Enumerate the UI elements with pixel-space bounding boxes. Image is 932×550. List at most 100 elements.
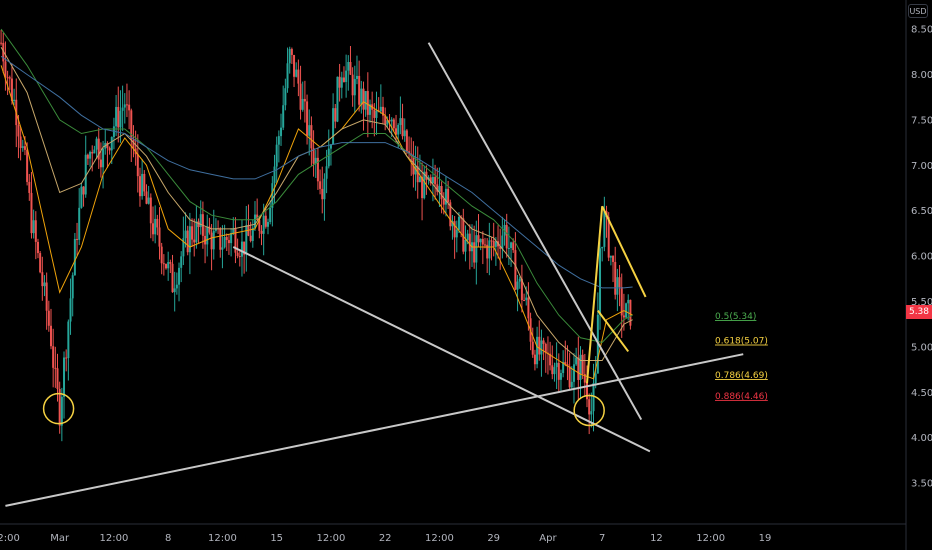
- candle-body: [416, 166, 419, 183]
- candle-body: [570, 381, 573, 388]
- candle-body: [206, 226, 209, 245]
- candle-body: [236, 252, 239, 256]
- candle-body: [160, 246, 163, 264]
- candle-body: [23, 146, 26, 150]
- candle-body: [310, 125, 313, 149]
- candle-body: [475, 235, 478, 263]
- candle-body: [297, 69, 300, 84]
- candle-body: [431, 177, 434, 183]
- bottom-circle: [573, 394, 605, 427]
- candle-body: [551, 365, 554, 375]
- candle-body: [303, 98, 306, 102]
- candle-body: [158, 227, 161, 247]
- candle-body: [464, 239, 467, 252]
- candle-body: [256, 214, 259, 221]
- candle-body: [321, 188, 324, 200]
- candle-body: [399, 118, 402, 125]
- candle-body: [223, 237, 226, 248]
- candle-body: [243, 241, 246, 255]
- time-tick-label: 12:00: [696, 533, 725, 544]
- candle-body: [345, 70, 348, 82]
- candle-body: [56, 368, 59, 389]
- candle-body: [132, 139, 135, 149]
- candle-body: [499, 246, 502, 249]
- candle-body: [559, 373, 562, 380]
- time-tick-label: Apr: [539, 533, 557, 544]
- candle-body: [586, 382, 589, 400]
- candle-body: [329, 144, 332, 149]
- candle-body: [336, 76, 339, 122]
- time-tick-label: 19: [759, 533, 772, 544]
- candle-body: [286, 63, 289, 89]
- time-tick-label: 8: [165, 533, 171, 544]
- candle-body: [147, 197, 150, 204]
- candle-body: [8, 77, 11, 79]
- candle-body: [175, 284, 178, 289]
- trendline: [5, 353, 744, 507]
- candle-body: [588, 399, 591, 415]
- candle-body: [536, 336, 539, 365]
- price-tick-label: 4.00: [911, 433, 932, 444]
- candle-body: [271, 183, 274, 208]
- candle-body: [629, 299, 632, 326]
- candle-body: [319, 181, 322, 189]
- candle-body: [253, 214, 256, 228]
- candle-body: [49, 325, 52, 347]
- candle-body: [273, 166, 276, 184]
- candle-body: [264, 215, 267, 227]
- candle-body: [542, 340, 545, 344]
- price-tick-label: 6.50: [911, 206, 932, 217]
- candle-body: [347, 62, 350, 71]
- candle-body: [447, 188, 450, 203]
- candle-body: [353, 78, 356, 96]
- candle-body: [342, 77, 345, 82]
- candle-body: [199, 214, 202, 228]
- candle-body: [490, 240, 493, 242]
- fib-level-label: 0.886(4.46): [715, 392, 768, 402]
- candle-body: [477, 235, 480, 243]
- candle-body: [180, 256, 183, 268]
- candle-body: [269, 207, 272, 223]
- candle-body: [510, 242, 513, 248]
- candle-body: [10, 78, 13, 102]
- candle-body: [6, 77, 9, 79]
- candle-body: [117, 106, 120, 128]
- candle-body: [290, 49, 293, 55]
- candle-body: [462, 218, 465, 252]
- candle-body: [230, 233, 233, 244]
- time-tick-label: 7: [599, 533, 605, 544]
- currency-label[interactable]: USD: [908, 4, 928, 18]
- candle-body: [575, 357, 578, 365]
- candle-body: [210, 232, 213, 250]
- trendline: [232, 246, 651, 453]
- candle-body: [277, 136, 280, 145]
- candle-body: [69, 298, 72, 322]
- candle-body: [590, 411, 593, 415]
- candle-body: [423, 171, 426, 199]
- candle-body: [188, 226, 191, 253]
- candle-body: [481, 238, 484, 245]
- candle-body: [455, 229, 458, 238]
- fib-levels-layer: 0.5(5.34) 0.618(5.07) 0.786(4.69) 0.886(4.4…: [715, 312, 768, 402]
- candle-body: [169, 262, 172, 264]
- price-tick-label: 4.50: [911, 388, 932, 399]
- candle-body: [444, 188, 447, 205]
- candle-body: [308, 125, 311, 136]
- candle-body: [451, 221, 454, 227]
- time-tick-label: 15: [270, 533, 283, 544]
- candle-body: [154, 218, 157, 235]
- candle-body: [0, 42, 3, 44]
- candle-body: [323, 178, 326, 200]
- candle-body: [136, 154, 139, 177]
- candle-body: [386, 120, 389, 125]
- candle-body: [614, 261, 617, 295]
- candle-body: [36, 241, 39, 254]
- candle-body: [95, 138, 98, 150]
- time-tick-label: 12: [650, 533, 663, 544]
- candle-body: [80, 186, 83, 208]
- candle-body: [106, 142, 109, 148]
- candle-body: [141, 173, 144, 197]
- candle-body: [65, 357, 68, 359]
- candle-body: [484, 244, 487, 246]
